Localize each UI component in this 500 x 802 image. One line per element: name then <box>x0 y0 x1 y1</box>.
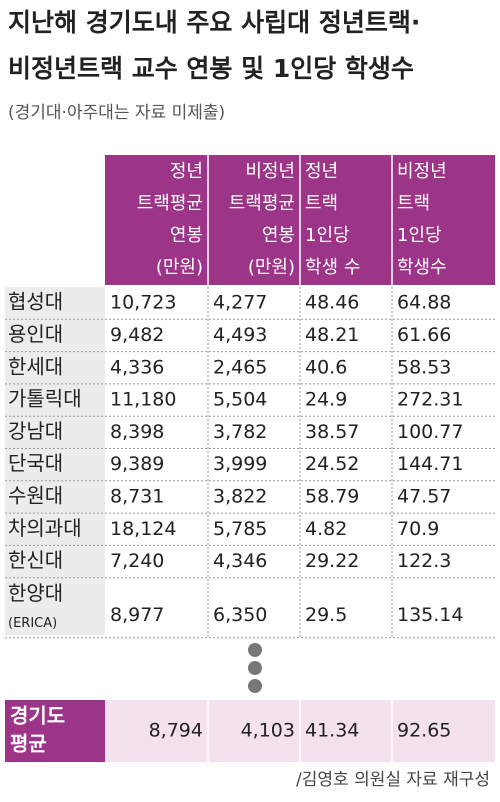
cell: 4,336 <box>110 356 164 378</box>
average-label: 경기도 <box>10 704 65 728</box>
row-label: 강남대 <box>8 419 63 443</box>
row-label: 가톨릭대 <box>8 387 82 411</box>
column-header: 학생 수 <box>305 257 360 278</box>
cell: 100.77 <box>397 421 463 443</box>
row-note: (ERICA) <box>8 616 57 631</box>
source: /김영호 의원실 자료 재구성 <box>296 770 490 790</box>
cell: 4,493 <box>213 324 267 346</box>
cell: 24.9 <box>305 389 347 411</box>
row-label: 협성대 <box>8 290 63 314</box>
column-header: 학생수 <box>397 257 447 278</box>
cell: 40.6 <box>305 356 347 378</box>
cell: 6,350 <box>213 604 267 626</box>
title-line: 비정년트랙 교수 연봉 및 1인당 학생수 <box>8 54 414 83</box>
average-cell: 41.34 <box>305 720 359 742</box>
average-label-bg <box>5 700 105 762</box>
cell: 4,346 <box>213 550 267 572</box>
cell: 11,180 <box>110 389 176 411</box>
cell: 64.88 <box>397 292 451 314</box>
row-label: 한양대 <box>8 581 63 605</box>
label-column <box>5 287 105 635</box>
cell: 8,731 <box>110 485 164 507</box>
cell: 9,389 <box>110 453 164 475</box>
ellipsis-dot <box>248 661 262 675</box>
row-label: 수원대 <box>8 483 63 507</box>
cell: 61.66 <box>397 324 451 346</box>
cell: 18,124 <box>110 518 176 540</box>
column-header: 1인당 <box>305 225 350 246</box>
row-label: 단국대 <box>8 451 63 475</box>
subtitle: (경기대·아주대는 자료 미제출) <box>8 103 225 123</box>
cell: 9,482 <box>110 324 164 346</box>
cell: 7,240 <box>110 550 164 572</box>
row-label: 차의과대 <box>8 516 82 540</box>
average-cell: 8,794 <box>149 720 203 742</box>
cell: 29.5 <box>305 604 347 626</box>
cell: 5,504 <box>213 389 267 411</box>
column-header: 비정년 <box>245 161 295 182</box>
average-cell: 92.65 <box>397 720 451 742</box>
column-header: 트랙평균 <box>137 193 203 214</box>
cell: 3,822 <box>213 485 267 507</box>
cell: 135.14 <box>397 604 463 626</box>
cell: 29.22 <box>305 550 359 572</box>
cell: 58.79 <box>305 485 359 507</box>
cell: 144.71 <box>397 453 463 475</box>
column-header: 연봉 <box>170 225 203 246</box>
column-header: (만원) <box>248 257 295 278</box>
average-cell: 4,103 <box>241 720 295 742</box>
row-label: 한신대 <box>8 548 63 572</box>
cell: 5,785 <box>213 518 267 540</box>
cell: 4,277 <box>213 292 267 314</box>
average-label: 평균 <box>10 732 47 756</box>
cell: 48.21 <box>305 324 359 346</box>
column-header: 정년 <box>305 161 338 182</box>
cell: 70.9 <box>397 518 439 540</box>
cell: 272.31 <box>397 389 463 411</box>
cell: 58.53 <box>397 356 451 378</box>
column-header: 1인당 <box>397 225 442 246</box>
cell: 3,782 <box>213 421 267 443</box>
cell: 8,977 <box>110 604 164 626</box>
ellipsis-dot <box>248 643 262 657</box>
title-line: 지난해 경기도내 주요 사립대 정년트랙· <box>8 8 420 37</box>
row-label: 한세대 <box>8 354 63 378</box>
column-header: (만원) <box>156 257 203 278</box>
column-header: 비정년 <box>397 161 447 182</box>
ellipsis-dot <box>248 679 262 693</box>
column-header: 정년 <box>170 161 203 182</box>
column-header: 트랙 <box>305 193 338 214</box>
cell: 4.82 <box>305 518 347 540</box>
cell: 10,723 <box>110 292 176 314</box>
cell: 3,999 <box>213 453 267 475</box>
cell: 48.46 <box>305 292 359 314</box>
column-header: 연봉 <box>262 225 295 246</box>
cell: 24.52 <box>305 453 359 475</box>
cell: 47.57 <box>397 485 451 507</box>
row-label: 용인대 <box>8 322 63 346</box>
column-header: 트랙평균 <box>229 193 295 214</box>
column-header: 트랙 <box>397 193 430 214</box>
cell: 122.3 <box>397 550 451 572</box>
cell: 38.57 <box>305 421 359 443</box>
cell: 8,398 <box>110 421 164 443</box>
cell: 2,465 <box>213 356 267 378</box>
